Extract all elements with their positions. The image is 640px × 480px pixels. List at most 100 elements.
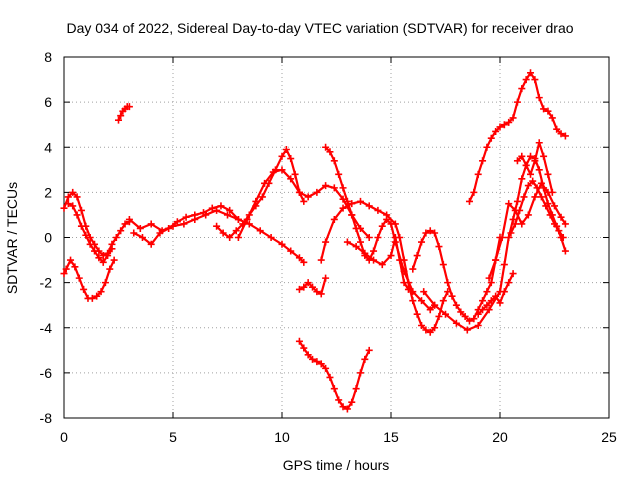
- data-point: [343, 405, 351, 413]
- data-point: [287, 175, 295, 183]
- series-pass-20: [513, 139, 556, 196]
- y-tick-label: 4: [44, 139, 52, 155]
- data-point: [518, 152, 526, 160]
- data-point: [80, 285, 88, 293]
- data-point: [77, 222, 85, 230]
- data-point: [258, 193, 266, 201]
- data-point: [500, 288, 508, 296]
- data-point: [431, 324, 439, 332]
- data-point: [217, 202, 225, 210]
- series-pass-16: [465, 69, 569, 205]
- data-point: [540, 105, 548, 113]
- data-point: [95, 254, 103, 262]
- data-point: [300, 258, 308, 266]
- data-point: [326, 373, 334, 381]
- data-point: [485, 306, 493, 314]
- data-point: [537, 179, 545, 187]
- data-point: [326, 148, 334, 156]
- data-point: [322, 143, 330, 151]
- data-point: [77, 206, 85, 214]
- data-point: [426, 306, 434, 314]
- data-point: [348, 211, 356, 219]
- data-point: [465, 317, 473, 325]
- data-point: [73, 211, 81, 219]
- data-point: [370, 256, 378, 264]
- data-point: [110, 256, 118, 264]
- data-point: [322, 182, 330, 190]
- y-tick-label: 6: [44, 94, 52, 110]
- y-tick-label: -6: [40, 365, 53, 381]
- data-point: [352, 243, 360, 251]
- series-trace: [320, 200, 449, 334]
- data-point: [60, 270, 68, 278]
- data-point: [313, 358, 321, 366]
- data-point: [465, 197, 473, 205]
- data-point: [418, 238, 426, 246]
- data-point: [71, 263, 79, 271]
- data-point: [335, 170, 343, 178]
- chart-title: Day 034 of 2022, Sidereal Day-to-day VTE…: [66, 20, 573, 36]
- data-point: [356, 238, 364, 246]
- y-tick-label: -8: [40, 410, 53, 426]
- data-point: [374, 206, 382, 214]
- data-point: [348, 398, 356, 406]
- data-point: [295, 337, 303, 345]
- data-point: [531, 157, 539, 165]
- data-point: [527, 170, 535, 178]
- data-point: [561, 132, 569, 140]
- data-point: [60, 204, 68, 212]
- data-point: [313, 188, 321, 196]
- data-point: [335, 396, 343, 404]
- series-trace: [298, 340, 371, 411]
- data-point: [551, 202, 558, 210]
- data-point: [278, 152, 286, 160]
- data-point: [452, 301, 460, 309]
- data-point: [339, 195, 347, 203]
- data-point: [291, 170, 299, 178]
- data-point: [339, 403, 347, 411]
- data-point: [518, 220, 526, 228]
- data-point: [511, 220, 519, 228]
- data-point: [91, 247, 99, 255]
- series-pass-14: [409, 227, 504, 325]
- data-point: [125, 215, 133, 223]
- data-point: [544, 170, 552, 178]
- data-point: [64, 200, 72, 208]
- data-point: [561, 220, 569, 228]
- data-point: [352, 385, 360, 393]
- data-point: [93, 292, 101, 300]
- y-tick-label: 0: [44, 230, 52, 246]
- data-point: [470, 315, 478, 323]
- data-point: [309, 355, 317, 363]
- data-point: [82, 231, 90, 239]
- data-point: [243, 215, 251, 223]
- data-point: [409, 297, 417, 305]
- data-point: [304, 279, 312, 287]
- data-point: [518, 85, 526, 93]
- data-point: [317, 256, 325, 264]
- data-point: [557, 213, 565, 221]
- data-point: [115, 116, 122, 124]
- data-point: [378, 261, 386, 269]
- data-point: [409, 265, 417, 273]
- y-tick-label: 8: [44, 49, 52, 65]
- data-point: [542, 202, 550, 210]
- data-point: [535, 139, 543, 147]
- data-point: [431, 229, 439, 237]
- data-point: [553, 125, 561, 133]
- data-point: [439, 261, 447, 269]
- data-point: [343, 197, 351, 205]
- data-point: [418, 297, 426, 305]
- data-point: [278, 166, 286, 174]
- series-pass-05: [125, 206, 308, 266]
- data-point: [282, 146, 290, 154]
- data-point: [400, 279, 408, 287]
- data-point: [420, 288, 428, 296]
- data-point: [463, 326, 471, 334]
- x-tick-label: 0: [60, 429, 68, 445]
- data-point: [457, 308, 465, 316]
- data-point: [516, 206, 524, 214]
- data-point: [426, 328, 434, 336]
- data-point: [498, 234, 506, 241]
